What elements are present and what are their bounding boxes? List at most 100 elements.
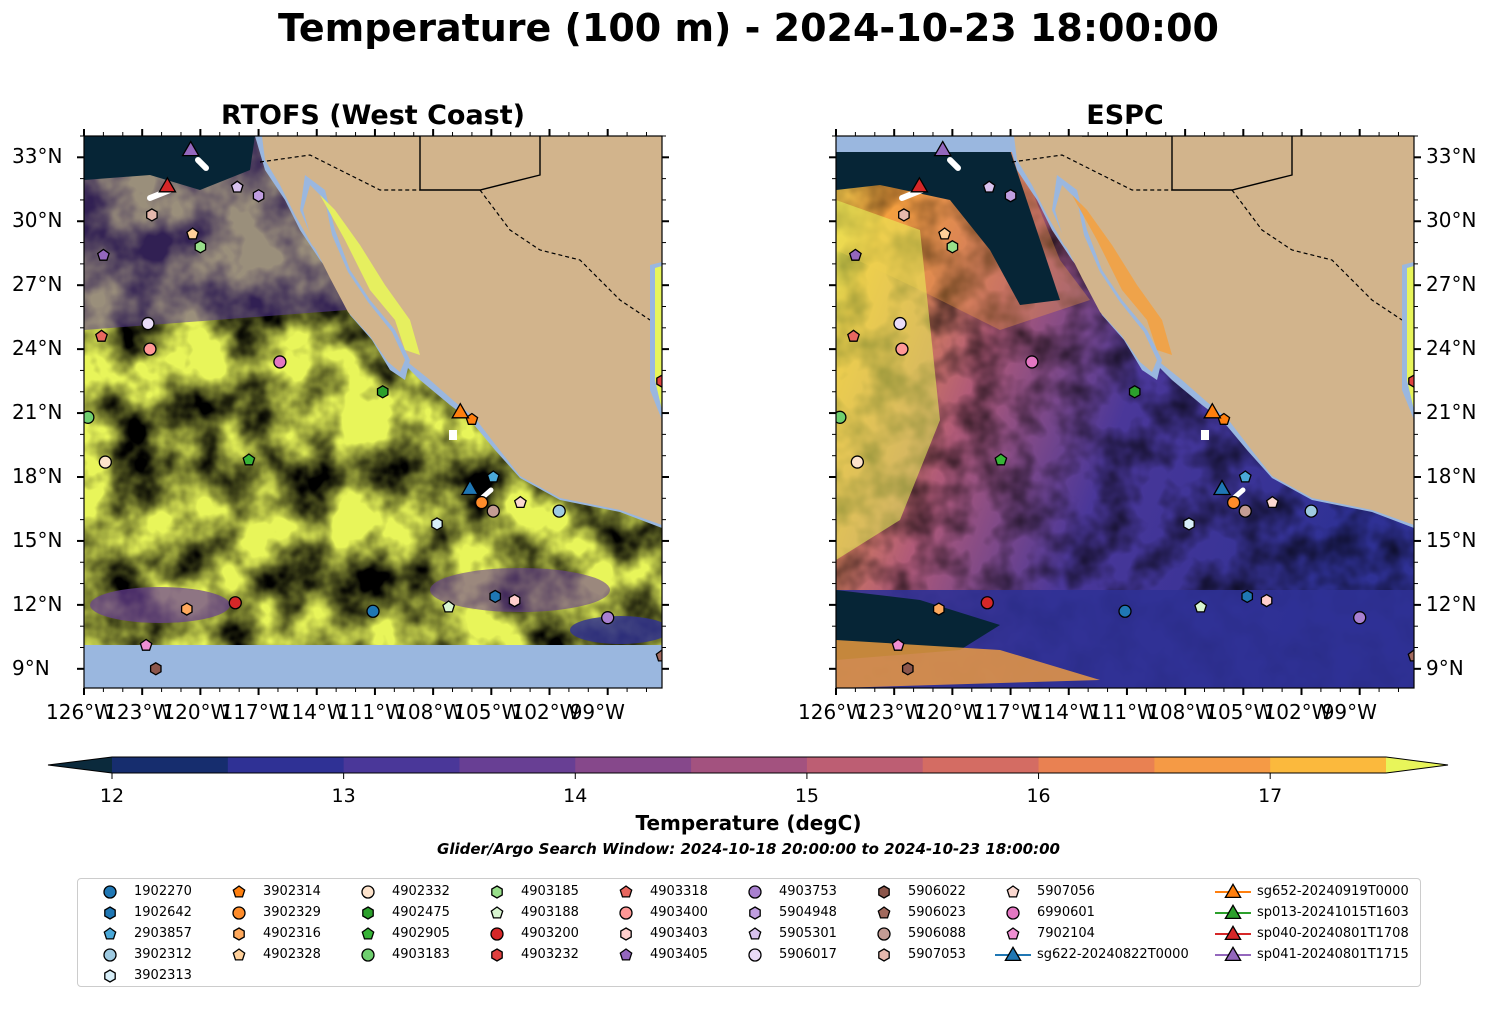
map-marker-espc-4903185 xyxy=(946,240,959,254)
map-marker-espc-5906088 xyxy=(1238,504,1252,518)
map-marker-espc-4903183 xyxy=(836,410,847,424)
colorbar-min-extend xyxy=(48,757,112,773)
legend-label: 4903183 xyxy=(392,947,450,962)
legend-label: 4902332 xyxy=(392,884,450,899)
map-marker-rtofs-5906022 xyxy=(149,662,162,676)
map-marker-espc-2903857 xyxy=(1238,470,1252,483)
map-marker-rtofs-5904948 xyxy=(252,188,265,203)
lat-tick-label: 9°N xyxy=(12,655,50,680)
legend-label: 7902104 xyxy=(1037,926,1095,941)
colorbar-max-extend xyxy=(1386,757,1448,773)
map-marker-rtofs-sp041-20240801T1715 xyxy=(181,140,200,157)
map-marker-espc-5907056 xyxy=(1265,495,1279,509)
legend-label: sp041-20240801T1715 xyxy=(1257,947,1409,962)
lat-tick-label: 33°N xyxy=(12,144,63,169)
lon-tick-label: 111°W xyxy=(1088,700,1157,724)
legend-label: 4903185 xyxy=(521,884,579,899)
search-window-note: Glider/Argo Search Window: 2024-10-18 20… xyxy=(437,840,1060,858)
panel-title-rtofs: RTOFS (West Coast) xyxy=(221,100,525,131)
legend-label: 4903403 xyxy=(650,926,708,941)
map-marker-espc-4903188 xyxy=(1194,600,1208,613)
map-marker-espc-sg622-20240822T0000 xyxy=(1212,479,1232,496)
map-marker-espc-4902475 xyxy=(1128,385,1141,399)
map-marker-rtofs-5906088 xyxy=(486,504,500,518)
map-marker-rtofs-4903200 xyxy=(228,596,242,610)
map-marker-rtofs-2903857 xyxy=(486,470,500,483)
map-marker-espc-4903232 xyxy=(1408,374,1414,388)
map-marker-rtofs-4902905 xyxy=(242,453,256,466)
lon-tick-label: 126°W xyxy=(46,700,114,724)
legend-label: 2903857 xyxy=(134,926,192,941)
legend-label: sp040-20240801T1708 xyxy=(1257,926,1409,941)
map-marker-espc-7902104 xyxy=(891,638,905,651)
lat-tick-label: 21°N xyxy=(12,400,63,425)
lon-tick-label: 99°W xyxy=(1321,700,1377,724)
legend-pentagon-icon xyxy=(748,927,762,940)
lon-tick-label: 117°W xyxy=(220,700,289,724)
map-marker-rtofs-3902313 xyxy=(431,517,443,531)
map-marker-rtofs-5905301 xyxy=(230,180,244,193)
colorbar-tick-label: 16 xyxy=(1026,785,1051,807)
colorbar-tick-label: 12 xyxy=(99,785,125,807)
map-marker-espc-4903318 xyxy=(847,329,860,342)
map-marker-espc-3902312 xyxy=(1304,504,1318,518)
legend-pentagon-icon xyxy=(103,927,117,940)
lon-tick-label: 123°W xyxy=(104,700,173,724)
legend-circle-icon xyxy=(748,948,762,962)
legend-hexagon-icon xyxy=(233,927,245,941)
legend: 1902270 1902642 2903857 3902312 3902313 39023… xyxy=(77,878,1421,987)
colorbar-segment xyxy=(575,757,692,773)
legend-pentagon-icon xyxy=(490,906,504,919)
lat-tick-label: 12°N xyxy=(1426,591,1477,616)
map-marker-rtofs-4902328 xyxy=(186,227,200,240)
legend-label: 4903753 xyxy=(779,884,837,899)
legend-hexagon-icon xyxy=(104,969,116,983)
lat-tick-label: 15°N xyxy=(1426,527,1477,552)
lon-tick-label: 105°W xyxy=(453,700,522,724)
lon-tick-label: 108°W xyxy=(395,700,464,724)
map-marker-espc-sp041-20240801T1715 xyxy=(933,140,952,157)
lat-tick-label: 30°N xyxy=(12,208,63,233)
legend-pentagon-icon xyxy=(361,927,375,940)
legend-pentagon-icon xyxy=(619,948,633,961)
lat-tick-label: 21°N xyxy=(1426,400,1477,425)
lon-tick-label: 102°W xyxy=(511,700,580,724)
legend-label: 4903405 xyxy=(650,947,708,962)
legend-pentagon-icon xyxy=(877,906,891,919)
colorbar-segment xyxy=(1270,757,1387,773)
lat-tick-label: 33°N xyxy=(1426,144,1477,169)
legend-label: 4903232 xyxy=(521,947,579,962)
map-marker-espc-5904948 xyxy=(1004,188,1017,203)
map-marker-espc-4902328 xyxy=(938,227,952,240)
map-marker-rtofs-7902104 xyxy=(139,638,153,651)
map-marker-rtofs-sp040-20240801T1708 xyxy=(158,176,177,193)
map-marker-espc-4902316 xyxy=(932,602,945,616)
legend-circle-icon xyxy=(361,948,375,962)
lon-tick-label: 114°W xyxy=(278,700,347,724)
map-marker-rtofs-6990601 xyxy=(273,355,287,369)
lon-tick-label: 99°W xyxy=(569,700,625,724)
lat-tick-label: 18°N xyxy=(12,464,63,488)
legend-triangle-icon xyxy=(1224,925,1242,941)
map-marker-rtofs-5906023 xyxy=(655,649,662,662)
map-marker-rtofs-1902642 xyxy=(489,589,502,604)
map-marker-espc-4903403 xyxy=(1260,593,1273,608)
legend-label: sg652-20240919T0000 xyxy=(1257,884,1409,899)
legend-circle-icon xyxy=(1006,906,1020,920)
colorbar-tick-label: 17 xyxy=(1258,785,1283,807)
legend-label: 5907056 xyxy=(1037,884,1095,899)
legend-label: 5906088 xyxy=(908,926,966,941)
legend-label: 4903400 xyxy=(650,905,708,920)
legend-label: 1902642 xyxy=(134,905,192,920)
lon-tick-label: 114°W xyxy=(1030,700,1099,724)
lon-tick-label: 105°W xyxy=(1205,700,1274,724)
colorbar-segment xyxy=(806,757,924,773)
colorbar-segment xyxy=(922,757,1040,773)
legend-pentagon-icon xyxy=(232,948,246,961)
map-marker-espc-6990601 xyxy=(1025,355,1039,369)
legend-circle-icon xyxy=(103,885,117,899)
figure-title: Temperature (100 m) - 2024-10-23 18:00:0… xyxy=(277,6,1219,50)
legend-triangle-icon xyxy=(1224,904,1242,920)
map-marker-rtofs-sg622-20240822T0000 xyxy=(460,479,480,496)
